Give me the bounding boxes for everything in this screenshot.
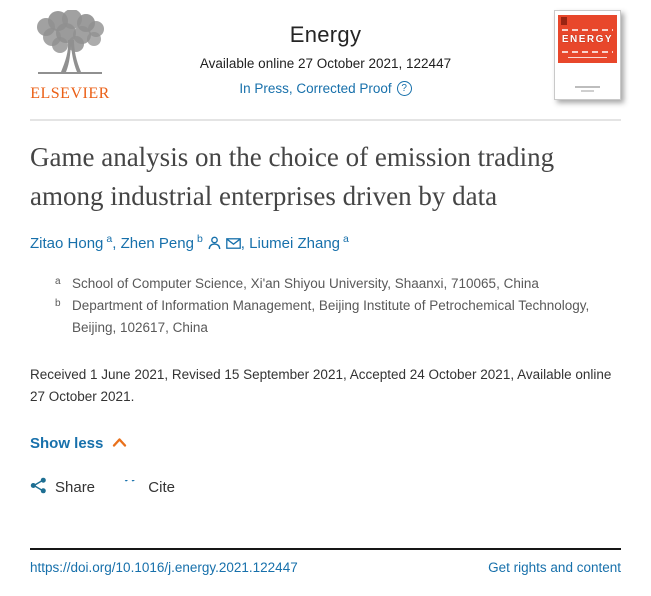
footer-divider xyxy=(30,548,621,550)
help-icon[interactable]: ? xyxy=(396,81,412,96)
cover-publisher-mark xyxy=(561,17,567,25)
share-icon xyxy=(30,477,47,498)
cite-label: Cite xyxy=(148,479,175,496)
journal-header: ELSEVIER Energy Available online 27 Octo… xyxy=(0,0,651,121)
corresponding-author-icons xyxy=(208,236,241,250)
cover-decoration xyxy=(568,57,607,58)
cover-title: ENERGY xyxy=(561,34,614,45)
author-link[interactable]: Liumei Zhang a xyxy=(249,233,349,252)
get-rights-link[interactable]: Get rights and content xyxy=(488,560,621,575)
cover-decoration xyxy=(562,51,613,53)
author-link[interactable]: Zhen Peng b xyxy=(120,233,203,252)
chevron-up-icon xyxy=(112,435,127,452)
article-title: Game analysis on the choice of emission … xyxy=(30,142,555,211)
cover-decoration xyxy=(575,86,600,88)
availability-text: Available online 27 October 2021, 122447 xyxy=(199,56,452,71)
affiliation-text: Department of Information Management, Be… xyxy=(72,298,590,335)
article-main: Game analysis on the choice of emission … xyxy=(0,138,651,498)
affiliation-item: b Department of Information Management, … xyxy=(55,295,621,339)
envelope-icon[interactable] xyxy=(225,237,241,249)
cover-masthead: ENERGY xyxy=(558,15,617,63)
cite-quote-icon: ” xyxy=(123,480,140,496)
journal-info: Energy Available online 27 October 2021,… xyxy=(120,22,531,96)
author-separator: , xyxy=(112,235,121,252)
header-divider xyxy=(30,119,621,121)
action-toolbar: Share ” Cite xyxy=(30,477,621,498)
journal-cover-thumbnail[interactable]: ENERGY xyxy=(554,10,621,100)
elsevier-wordmark: ELSEVIER xyxy=(30,85,110,102)
affiliation-item: a School of Computer Science, Xi'an Shiy… xyxy=(55,273,621,295)
share-label: Share xyxy=(55,479,96,496)
affiliation-list: a School of Computer Science, Xi'an Shiy… xyxy=(30,273,621,339)
author-separator: , xyxy=(240,235,250,252)
status-row: In Press, Corrected Proof ? xyxy=(120,81,531,96)
elsevier-logo[interactable]: ELSEVIER xyxy=(30,9,110,103)
author-affiliation-sup: a xyxy=(343,233,349,245)
cite-button[interactable]: ” Cite xyxy=(123,479,175,496)
share-button[interactable]: Share xyxy=(30,477,95,498)
person-icon[interactable] xyxy=(208,236,221,250)
author-list: Zitao Hong a, Zhen Peng b , Liumei Zhang a xyxy=(30,233,621,252)
affiliation-sup: a xyxy=(55,276,61,287)
affiliation-text: School of Computer Science, Xi'an Shiyou… xyxy=(72,276,539,291)
elsevier-tree-icon xyxy=(32,9,108,82)
in-press-link[interactable]: In Press, Corrected Proof xyxy=(239,81,392,96)
cover-decoration xyxy=(562,29,613,31)
affiliation-sup: b xyxy=(55,298,61,309)
author-affiliation-sup: b xyxy=(196,233,203,245)
article-history: Received 1 June 2021, Revised 15 Septemb… xyxy=(30,367,612,404)
show-less-button[interactable]: Show less xyxy=(30,435,127,452)
author-affiliation-sup: a xyxy=(106,233,113,245)
cover-decoration xyxy=(581,90,594,92)
doi-link[interactable]: https://doi.org/10.1016/j.energy.2021.12… xyxy=(30,560,298,575)
show-less-label: Show less xyxy=(30,435,104,452)
journal-title-link[interactable]: Energy xyxy=(289,22,362,47)
article-footer: https://doi.org/10.1016/j.energy.2021.12… xyxy=(30,548,621,575)
author-link[interactable]: Zitao Hong a xyxy=(30,233,113,252)
